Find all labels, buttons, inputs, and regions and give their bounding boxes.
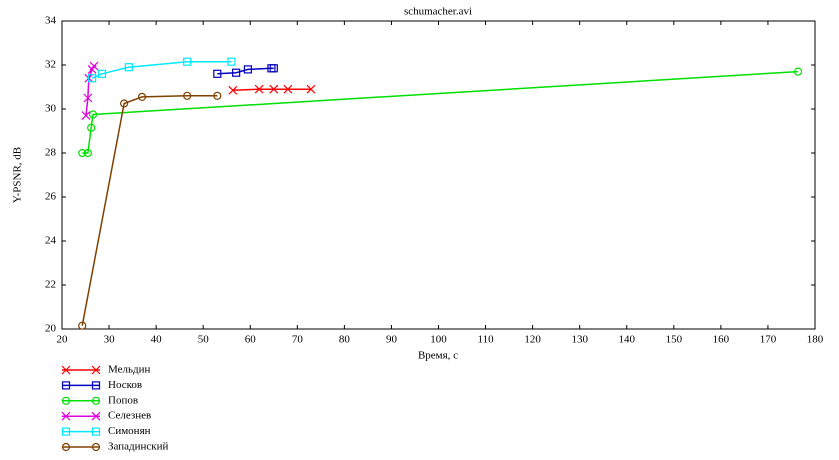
marker [183,91,192,100]
series-line [82,70,799,154]
legend-marker [61,365,71,375]
x-tick-label: 130 [571,334,588,346]
marker [87,123,96,132]
legend-marker [91,411,101,421]
series-line [217,67,274,75]
y-tick-label: 20 [45,323,57,335]
x-tick-label: 30 [104,334,116,346]
legend-marker [91,396,101,405]
x-tick-label: 20 [57,334,69,346]
legend-marker [61,427,71,436]
marker [269,84,279,94]
y-axis-label: Y-PSNR, dB [12,147,24,203]
series-line [85,65,95,116]
marker [232,68,241,77]
marker [228,85,238,95]
legend-marker [61,396,71,405]
marker [213,91,222,100]
marker [78,321,87,330]
series-line [232,88,311,92]
marker [137,92,147,102]
marker [124,63,133,72]
y-tick-label: 24 [45,235,57,247]
marker [83,148,92,158]
marker [83,93,93,103]
x-tick-label: 150 [666,334,683,346]
marker [81,111,91,121]
y-tick-label: 26 [45,191,57,203]
x-tick-label: 90 [386,334,398,346]
marker [306,84,316,94]
x-tick-label: 120 [524,334,541,346]
marker [793,67,803,76]
legend-marker [61,381,71,390]
x-tick-label: 180 [807,334,824,346]
chart-title: schumacher.avi [404,6,472,18]
y-tick-label: 34 [45,15,57,27]
legend-label: Попов [108,394,138,406]
x-tick-label: 50 [198,334,210,346]
legend-marker [91,427,101,436]
series-line [81,95,218,326]
x-tick-label: 140 [619,334,636,346]
x-tick-label: 60 [245,334,257,346]
marker [213,69,222,78]
legend-marker [91,442,101,452]
marker [89,61,99,71]
marker [254,84,264,94]
y-tick-label: 32 [45,59,56,71]
legend-label: Мельдин [108,364,151,376]
legend-label: Селезнев [108,410,151,422]
marker [97,69,107,78]
legend-label: Западинский [108,441,169,453]
legend-label: Симонян [108,425,151,437]
x-tick-label: 110 [478,334,495,346]
y-tick-label: 30 [45,103,57,115]
y-tick-label: 28 [45,147,57,159]
x-tick-label: 40 [151,334,163,346]
legend-marker [91,365,101,375]
marker [227,57,236,66]
marker [120,99,129,108]
x-tick-label: 70 [292,334,304,346]
marker [88,110,98,119]
marker [283,84,293,94]
series-line [91,60,232,79]
marker [88,74,97,83]
x-tick-label: 170 [760,334,777,346]
marker [243,65,252,74]
legend-marker [91,381,101,390]
legend-label: Носков [108,379,142,391]
marker [183,57,192,66]
legend-marker [61,411,71,421]
x-tick-label: 100 [430,334,447,346]
y-tick-label: 22 [45,279,56,291]
plot-frame [61,20,816,330]
legend-marker [61,442,71,452]
x-axis-label: Время, с [418,350,458,362]
x-tick-label: 80 [339,334,351,346]
x-tick-label: 160 [713,334,730,346]
marker [269,64,278,73]
marker [78,148,87,158]
